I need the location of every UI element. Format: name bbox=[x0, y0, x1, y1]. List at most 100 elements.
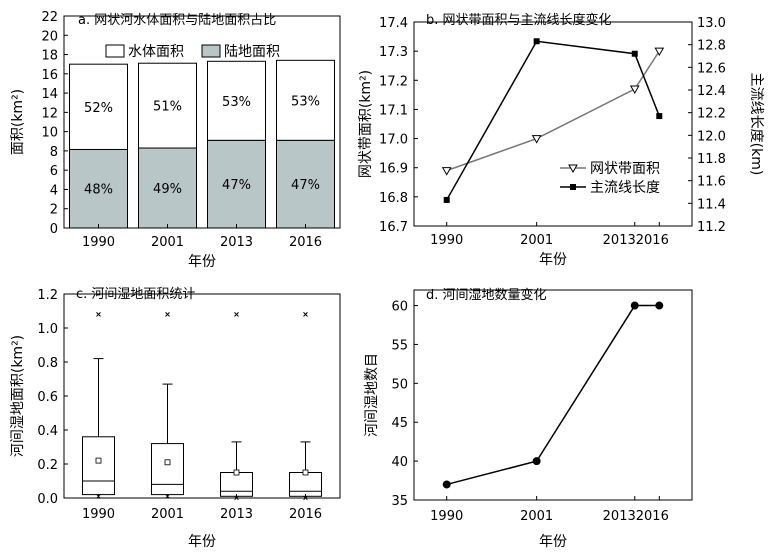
y-right-tick-label: 12.6 bbox=[697, 61, 726, 76]
y-tick-label: 18 bbox=[41, 49, 58, 64]
bar-water bbox=[138, 62, 197, 149]
y-right-tick-label: 12.8 bbox=[697, 39, 726, 54]
plot-frame bbox=[413, 21, 693, 227]
y-right-tick-label: 12.0 bbox=[697, 129, 726, 144]
y-axis-label: 河间湿地数目 bbox=[364, 353, 380, 437]
x-tick-label: 2016 bbox=[636, 509, 669, 524]
chart-title: d. 河间湿地数量变化 bbox=[426, 287, 547, 303]
bar-percent-label: 53% bbox=[222, 95, 251, 110]
outlier-marker bbox=[303, 312, 308, 317]
outlier-marker bbox=[165, 312, 170, 317]
marker-area-point bbox=[531, 135, 542, 144]
y-tick-label: 16.9 bbox=[379, 162, 408, 177]
chart-title: b. 网状带面积与主流线长度变化 bbox=[426, 12, 612, 28]
y-tick-label: 20 bbox=[41, 29, 58, 44]
x-tick-label: 1990 bbox=[82, 235, 115, 250]
marker-area-point bbox=[441, 167, 452, 176]
panel-c: 0.0 0.2 0.4 0.6 0.8 1.0 1.2 c. 河间湿地面积统计河间湿地面积(k… bbox=[10, 287, 341, 550]
y-tick-label: 12 bbox=[41, 106, 58, 121]
y-tick-label: 35 bbox=[391, 494, 408, 509]
y-axis-label: 河间湿地面积(km²) bbox=[10, 335, 26, 457]
y-tick-label: 17.0 bbox=[379, 133, 408, 148]
y-tick-label: 55 bbox=[391, 338, 408, 353]
box bbox=[82, 436, 115, 496]
plot-frame bbox=[63, 15, 341, 229]
x-tick-label: 1990 bbox=[430, 509, 463, 524]
y-tick-label: 17.1 bbox=[379, 103, 408, 118]
x-tick-label: 1990 bbox=[82, 507, 115, 522]
legend-marker bbox=[570, 184, 576, 190]
y-tick-label: 8 bbox=[50, 145, 58, 160]
x-tick-label: 2013 bbox=[603, 509, 636, 524]
legend-swatch bbox=[105, 44, 125, 58]
bar-percent-label: 49% bbox=[153, 182, 182, 197]
y-tick-label: 45 bbox=[391, 416, 408, 431]
y-tick-label: 0.2 bbox=[37, 458, 58, 473]
marker-area-point bbox=[629, 85, 640, 95]
data-point bbox=[442, 480, 451, 489]
series-line-length bbox=[446, 40, 660, 201]
mean-marker bbox=[164, 459, 171, 466]
legend-label: 网状带面积 bbox=[590, 161, 660, 177]
legend-swatch bbox=[201, 44, 221, 58]
y-tick-label: 0.8 bbox=[37, 356, 58, 371]
x-axis-label: 年份 bbox=[188, 254, 216, 270]
x-tick-label: 2001 bbox=[151, 507, 184, 522]
y-tick-label: 10 bbox=[41, 126, 58, 141]
y-tick-label: 50 bbox=[391, 377, 408, 392]
y-tick-label: 2 bbox=[50, 203, 58, 218]
data-point bbox=[532, 457, 541, 466]
box bbox=[220, 472, 253, 497]
x-tick-label: 2013 bbox=[220, 507, 253, 522]
legend-label: 陆地面积 bbox=[224, 44, 280, 60]
y-tick-label: 0 bbox=[50, 222, 58, 237]
y-tick-label: 16.7 bbox=[379, 220, 408, 235]
y-right-tick-label: 11.8 bbox=[697, 152, 726, 167]
y-tick-label: 6 bbox=[50, 164, 58, 179]
panel-a: 0 2 4 6 8 10 12 14 16 18 20 22 a. 网状河水体面积与陆地面积占比面积(k… bbox=[10, 10, 341, 270]
y-axis-label: 网状带面积(km²) bbox=[358, 70, 374, 178]
x-axis-label: 年份 bbox=[539, 252, 567, 268]
marker-length-point bbox=[656, 113, 663, 120]
mean-marker bbox=[233, 469, 240, 476]
legend-label: 主流线长度 bbox=[590, 180, 660, 196]
data-point bbox=[630, 301, 639, 310]
x-axis-label: 年份 bbox=[539, 534, 567, 550]
marker-length-point bbox=[533, 38, 540, 45]
chart-title: a. 网状河水体面积与陆地面积占比 bbox=[78, 12, 276, 28]
y-tick-label: 1.0 bbox=[37, 322, 58, 337]
y-right-axis-label: 主流线长度(km) bbox=[748, 73, 764, 176]
y-right-tick-label: 11.4 bbox=[697, 197, 726, 212]
y-tick-label: 1.2 bbox=[37, 288, 58, 303]
box bbox=[151, 443, 184, 496]
y-tick-label: 4 bbox=[50, 183, 58, 198]
data-point bbox=[655, 301, 664, 310]
bar-land bbox=[276, 139, 335, 229]
series-line bbox=[446, 304, 660, 486]
y-tick-label: 0.4 bbox=[37, 424, 58, 439]
bar-percent-label: 47% bbox=[291, 178, 320, 193]
plot-frame bbox=[413, 289, 693, 501]
y-tick-label: 0.6 bbox=[37, 390, 58, 405]
x-tick-label: 2016 bbox=[289, 507, 322, 522]
y-tick-label: 17.4 bbox=[379, 16, 408, 31]
y-tick-label: 22 bbox=[41, 10, 58, 25]
mean-marker bbox=[302, 469, 309, 476]
panel-d: 35 40 45 50 55 60 1990 2001 2013 2016 d. 河间湿地数量变化河… bbox=[364, 287, 693, 550]
box bbox=[289, 472, 322, 497]
marker-area-point bbox=[654, 47, 665, 57]
bar-percent-label: 47% bbox=[222, 178, 251, 193]
y-right-tick-label: 13.0 bbox=[697, 16, 726, 31]
bar-percent-label: 52% bbox=[84, 101, 113, 116]
bar-percent-label: 51% bbox=[153, 100, 182, 115]
x-tick-label: 2001 bbox=[151, 235, 184, 250]
bar-water bbox=[276, 59, 335, 141]
x-tick-label: 2013 bbox=[220, 235, 253, 250]
marker-length-point bbox=[443, 196, 450, 203]
outlier-marker bbox=[234, 312, 239, 317]
outlier-marker bbox=[96, 312, 101, 317]
y-tick-label: 40 bbox=[391, 455, 408, 470]
x-tick-label: 2013 bbox=[603, 233, 636, 248]
chart-title: c. 河间湿地面积统计 bbox=[76, 287, 195, 302]
